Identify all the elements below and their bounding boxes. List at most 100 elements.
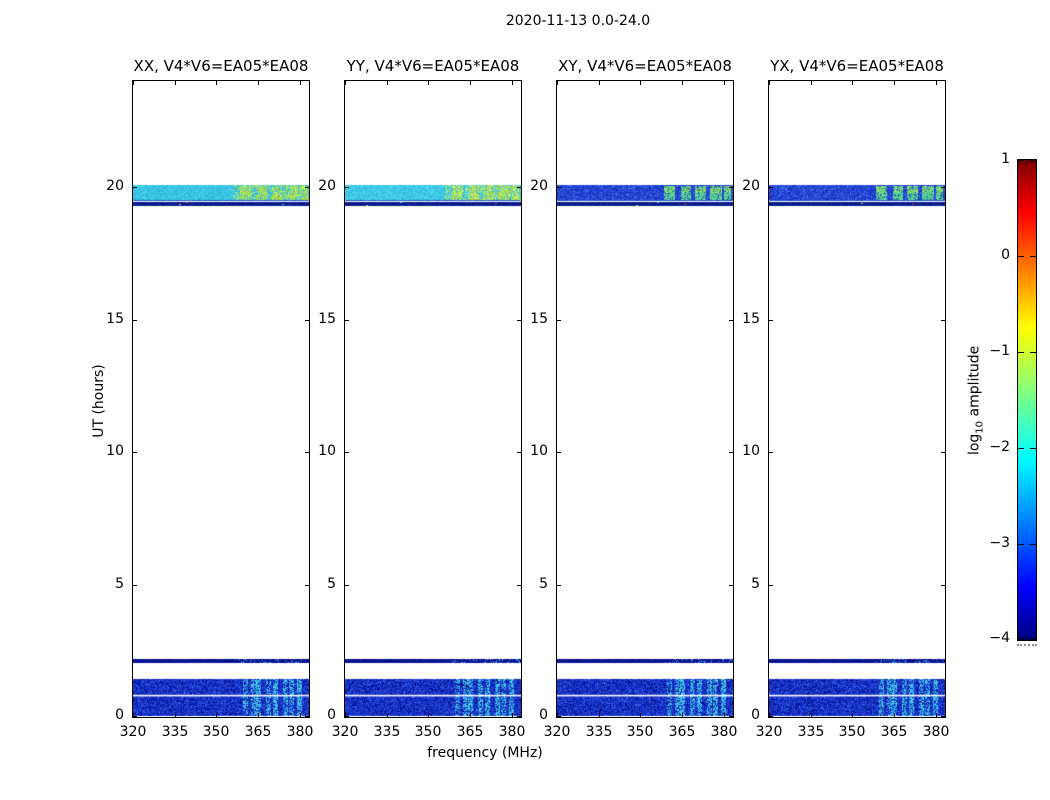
colorbar-tick-label: −4	[966, 630, 1010, 646]
x-tick-mark	[258, 81, 259, 85]
x-tick-mark	[175, 713, 176, 717]
x-tick-mark	[557, 81, 558, 85]
y-tick-label: 20	[716, 178, 760, 194]
heatmap-canvas-YY	[345, 81, 521, 717]
y-tick-label: 10	[80, 443, 124, 459]
x-tick-label: 335	[162, 724, 189, 740]
panel-title-XY: XY, V4*V6=EA05*EA08	[558, 57, 732, 75]
y-tick-mark	[345, 320, 349, 321]
x-tick-label: 380	[923, 724, 950, 740]
y-tick-label: 0	[80, 707, 124, 723]
x-tick-label: 335	[586, 724, 613, 740]
y-tick-label: 20	[292, 178, 336, 194]
heatmap-canvas-XX	[133, 81, 309, 717]
panel-YX	[768, 80, 946, 718]
x-tick-mark	[599, 713, 600, 717]
y-tick-mark	[133, 187, 137, 188]
y-tick-mark	[769, 716, 773, 717]
x-tick-label: 380	[287, 724, 314, 740]
x-tick-mark	[175, 81, 176, 85]
y-tick-mark	[345, 716, 349, 717]
y-tick-mark	[133, 452, 137, 453]
y-tick-label: 10	[716, 443, 760, 459]
figure: 2020-11-13 0.0-24.0 frequency (MHz) UT (…	[0, 0, 1050, 800]
colorbar-tick-mark	[1030, 160, 1036, 161]
x-tick-mark	[640, 81, 641, 85]
x-tick-mark	[428, 81, 429, 85]
y-tick-mark	[941, 187, 945, 188]
x-tick-mark	[894, 713, 895, 717]
colorbar-tick-label: −2	[966, 439, 1010, 455]
colorbar-tick-mark	[1018, 256, 1024, 257]
colorbar-tick-label: −3	[966, 535, 1010, 551]
x-axis-label: frequency (MHz)	[427, 745, 543, 761]
x-tick-label: 320	[120, 724, 147, 740]
x-tick-mark	[470, 713, 471, 717]
y-tick-label: 10	[504, 443, 548, 459]
y-tick-label: 20	[80, 178, 124, 194]
y-tick-label: 5	[292, 576, 336, 592]
x-tick-label: 365	[881, 724, 908, 740]
x-tick-mark	[470, 81, 471, 85]
y-tick-mark	[769, 320, 773, 321]
y-tick-label: 10	[292, 443, 336, 459]
x-tick-label: 365	[669, 724, 696, 740]
x-tick-label: 350	[415, 724, 442, 740]
x-tick-mark	[894, 81, 895, 85]
y-tick-mark	[557, 187, 561, 188]
y-tick-label: 15	[80, 311, 124, 327]
x-tick-mark	[936, 81, 937, 85]
x-tick-mark	[852, 713, 853, 717]
x-tick-mark	[811, 713, 812, 717]
x-tick-label: 365	[245, 724, 272, 740]
colorbar-tick-mark	[1018, 352, 1024, 353]
heatmap-canvas-YX	[769, 81, 945, 717]
x-tick-label: 335	[798, 724, 825, 740]
x-tick-label: 350	[203, 724, 230, 740]
y-tick-label: 20	[504, 178, 548, 194]
y-tick-label: 0	[292, 707, 336, 723]
y-tick-label: 15	[292, 311, 336, 327]
x-tick-mark	[852, 81, 853, 85]
y-tick-mark	[941, 452, 945, 453]
colorbar-end-dots	[1017, 644, 1037, 646]
panel-XX	[132, 80, 310, 718]
x-tick-mark	[428, 713, 429, 717]
x-tick-mark	[300, 81, 301, 85]
x-tick-mark	[936, 713, 937, 717]
panel-title-YY: YY, V4*V6=EA05*EA08	[347, 57, 520, 75]
heatmap-canvas-XY	[557, 81, 733, 717]
y-tick-label: 0	[716, 707, 760, 723]
y-tick-mark	[941, 716, 945, 717]
x-tick-label: 320	[756, 724, 783, 740]
y-tick-label: 15	[504, 311, 548, 327]
x-tick-label: 350	[627, 724, 654, 740]
x-tick-mark	[216, 713, 217, 717]
x-tick-mark	[640, 713, 641, 717]
y-tick-mark	[557, 585, 561, 586]
figure-title: 2020-11-13 0.0-24.0	[506, 13, 650, 29]
x-tick-mark	[133, 81, 134, 85]
panel-title-YX: YX, V4*V6=EA05*EA08	[770, 57, 944, 75]
colorbar-tick-mark	[1018, 639, 1024, 640]
y-tick-mark	[941, 585, 945, 586]
colorbar-tick-label: 1	[966, 151, 1010, 167]
colorbar-tick-mark	[1018, 544, 1024, 545]
y-tick-label: 5	[80, 576, 124, 592]
y-tick-mark	[557, 716, 561, 717]
y-tick-label: 15	[716, 311, 760, 327]
x-tick-label: 380	[711, 724, 738, 740]
y-tick-mark	[769, 452, 773, 453]
colorbar-tick-mark	[1018, 448, 1024, 449]
x-tick-mark	[387, 713, 388, 717]
colorbar-tick-mark	[1018, 160, 1024, 161]
y-tick-mark	[769, 187, 773, 188]
y-tick-mark	[345, 585, 349, 586]
x-tick-mark	[682, 713, 683, 717]
y-tick-mark	[133, 716, 137, 717]
x-tick-mark	[258, 713, 259, 717]
x-tick-label: 320	[544, 724, 571, 740]
y-tick-mark	[769, 585, 773, 586]
x-tick-label: 335	[374, 724, 401, 740]
y-tick-label: 0	[504, 707, 548, 723]
